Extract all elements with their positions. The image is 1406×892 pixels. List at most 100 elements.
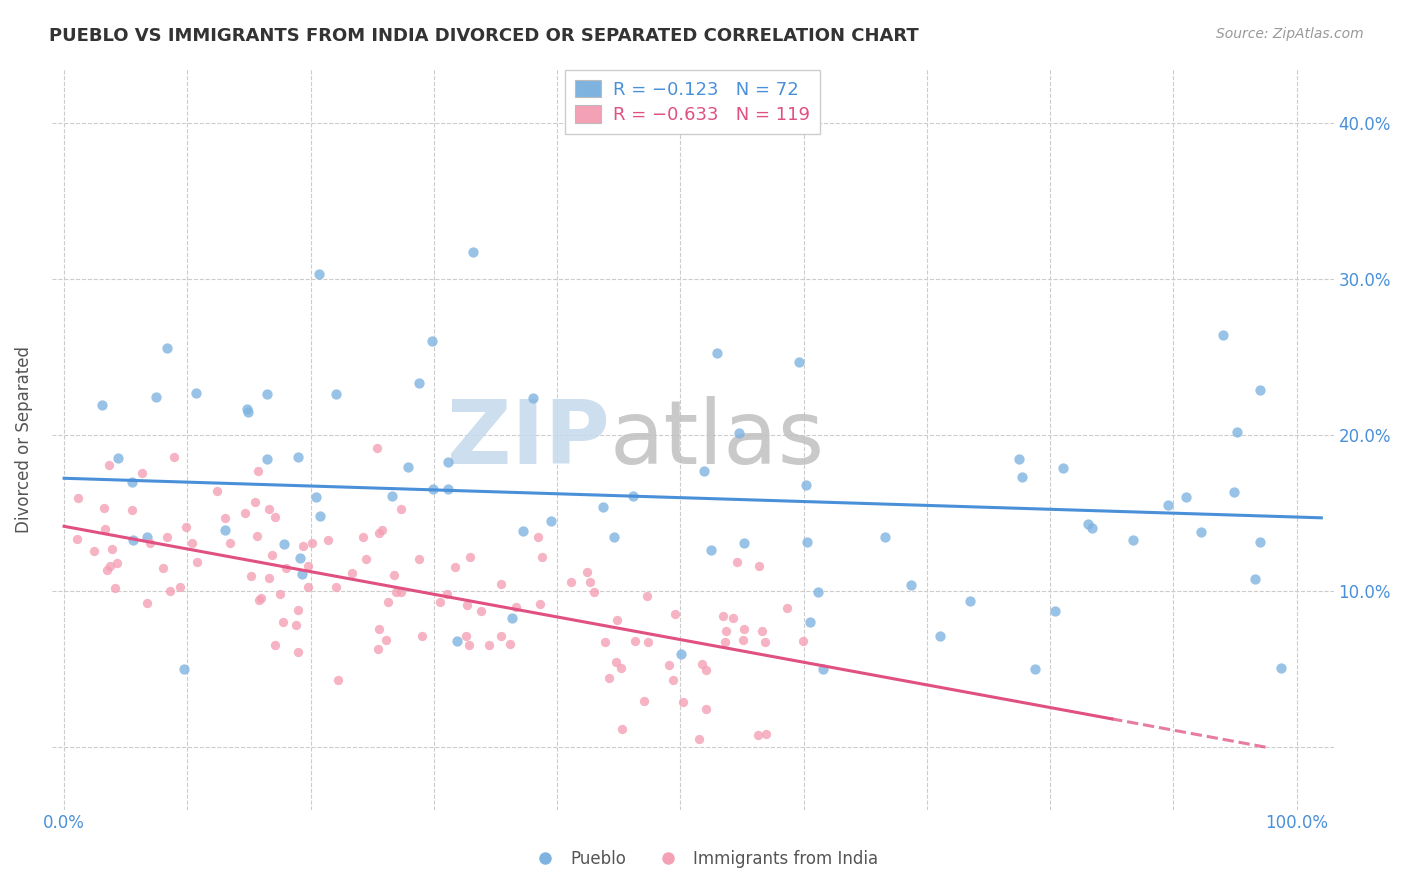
Point — [235, 402, 257, 417]
Point — [529, 597, 551, 611]
Point — [873, 530, 896, 544]
Point — [309, 509, 332, 524]
Point — [723, 611, 745, 625]
Point — [1249, 383, 1271, 397]
Point — [612, 722, 634, 736]
Point — [605, 655, 627, 669]
Point — [662, 673, 685, 688]
Y-axis label: Divorced or Separated: Divorced or Separated — [15, 345, 32, 533]
Point — [374, 633, 396, 648]
Point — [156, 341, 179, 355]
Point — [436, 587, 458, 601]
Point — [900, 578, 922, 592]
Text: atlas: atlas — [609, 395, 824, 483]
Point — [540, 515, 562, 529]
Point — [367, 526, 389, 541]
Point — [436, 455, 458, 469]
Point — [186, 555, 208, 569]
Point — [67, 491, 90, 505]
Point — [583, 585, 606, 599]
Point — [437, 482, 460, 496]
Point — [530, 549, 553, 564]
Point — [1223, 485, 1246, 500]
Point — [105, 556, 128, 570]
Point — [714, 635, 737, 649]
Point — [1249, 535, 1271, 549]
Point — [658, 658, 681, 673]
Point — [370, 523, 392, 537]
Point — [316, 533, 339, 548]
Point — [98, 558, 121, 573]
Point — [100, 542, 122, 557]
Point — [367, 642, 389, 657]
Point — [733, 536, 755, 550]
Point — [256, 387, 278, 401]
Point — [695, 702, 717, 716]
Point — [214, 510, 236, 524]
Point — [249, 591, 271, 605]
Point — [446, 634, 468, 648]
Point — [444, 559, 467, 574]
Point — [291, 539, 314, 553]
Point — [700, 542, 723, 557]
Point — [711, 608, 734, 623]
Point — [354, 551, 377, 566]
Point — [688, 732, 710, 747]
Point — [104, 582, 127, 596]
Point — [152, 561, 174, 575]
Point — [411, 629, 433, 643]
Point — [205, 483, 228, 498]
Point — [598, 671, 620, 685]
Point — [787, 355, 810, 369]
Point — [470, 604, 492, 618]
Point — [672, 695, 695, 709]
Point — [794, 477, 817, 491]
Point — [367, 622, 389, 636]
Point — [122, 533, 145, 547]
Point — [458, 638, 481, 652]
Point — [366, 442, 388, 456]
Point — [96, 563, 118, 577]
Point — [1011, 470, 1033, 484]
Point — [1052, 460, 1074, 475]
Point — [273, 536, 295, 550]
Point — [621, 489, 644, 503]
Point — [139, 535, 162, 549]
Point — [1270, 661, 1292, 675]
Point — [174, 520, 197, 534]
Point — [352, 530, 374, 544]
Point — [499, 637, 522, 651]
Point — [297, 580, 319, 594]
Point — [340, 566, 363, 580]
Point — [1189, 524, 1212, 539]
Point — [811, 662, 834, 676]
Point — [214, 524, 236, 538]
Point — [291, 567, 314, 582]
Point — [238, 405, 260, 419]
Point — [98, 458, 121, 472]
Point — [489, 630, 512, 644]
Point — [526, 531, 548, 545]
Point — [1157, 499, 1180, 513]
Point — [287, 450, 309, 464]
Point — [297, 559, 319, 574]
Text: Source: ZipAtlas.com: Source: ZipAtlas.com — [1216, 27, 1364, 41]
Point — [325, 386, 347, 401]
Point — [1122, 533, 1144, 548]
Point — [731, 633, 754, 648]
Point — [706, 346, 728, 360]
Point — [396, 459, 419, 474]
Point — [693, 464, 716, 478]
Point — [1175, 491, 1198, 505]
Point — [751, 624, 773, 638]
Point — [271, 615, 294, 629]
Point — [284, 618, 307, 632]
Point — [637, 635, 659, 649]
Point — [633, 694, 655, 708]
Point — [90, 398, 112, 412]
Point — [269, 587, 291, 601]
Point — [755, 727, 778, 741]
Point — [145, 390, 167, 404]
Point — [169, 580, 191, 594]
Point — [389, 502, 412, 516]
